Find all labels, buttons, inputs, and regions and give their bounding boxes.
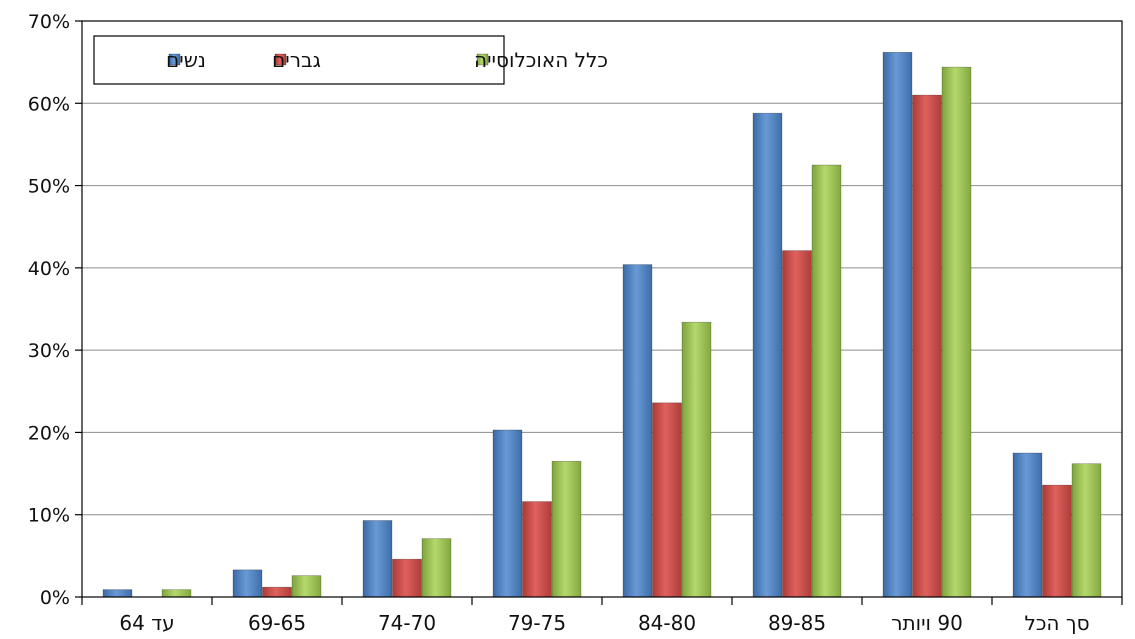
x-tick-label: 74-70 xyxy=(378,611,436,635)
bar-2 xyxy=(392,558,422,598)
legend: נשים גברים כלל האוכלוסייה xyxy=(93,35,608,85)
bar-1 xyxy=(622,264,653,598)
y-tick-label: 10% xyxy=(28,505,70,527)
bar-2 xyxy=(522,501,552,598)
x-tick-labels: עד 64 69-65 74-70 79-75 84-80 89-85 90 ויותר סך… xyxy=(119,611,1089,635)
bar-3 xyxy=(941,66,972,598)
bar-3 xyxy=(1071,463,1102,598)
y-tick-label: 40% xyxy=(28,258,70,280)
legend-label: כלל האוכלוסייה xyxy=(474,48,608,72)
x-tick-label: 69-65 xyxy=(248,611,306,635)
x-tick-label: 89-85 xyxy=(768,611,826,635)
bar-1 xyxy=(752,112,783,598)
y-tick-label: 50% xyxy=(28,176,70,198)
y-tick-label: 0% xyxy=(40,587,70,609)
y-tick-label: 30% xyxy=(28,340,70,362)
bar-3 xyxy=(551,460,582,598)
legend-label: גברים xyxy=(272,48,321,72)
bar-2 xyxy=(652,402,682,598)
bar-1 xyxy=(882,51,913,598)
bar-3 xyxy=(811,164,842,598)
y-tick-labels: 0% 10% 20% 30% 40% 50% 60% 70% xyxy=(28,11,70,609)
bar-2 xyxy=(912,94,942,598)
x-tick-label: 84-80 xyxy=(638,611,696,635)
legend-swatch xyxy=(476,53,489,66)
bar-2 xyxy=(262,586,292,598)
legend-label: נשים xyxy=(166,48,206,72)
y-tick-label: 60% xyxy=(28,93,70,115)
y-tick-label: 20% xyxy=(28,422,70,444)
bar-1 xyxy=(362,520,393,598)
legend-box xyxy=(93,35,505,85)
bar-2 xyxy=(782,250,812,598)
x-tick-label: 90 ויותר xyxy=(891,611,963,635)
axes xyxy=(75,20,1123,605)
bar-1 xyxy=(492,429,523,598)
bars xyxy=(102,51,1102,598)
legend-swatch xyxy=(168,53,181,66)
bar-3 xyxy=(421,538,452,598)
bar-3 xyxy=(681,321,712,598)
bar-1 xyxy=(102,589,133,598)
x-tick-label: סך הכל xyxy=(1024,611,1089,635)
bar-1 xyxy=(1012,452,1043,598)
y-tick-label: 70% xyxy=(28,11,70,33)
bar-3 xyxy=(161,589,192,598)
bar-1 xyxy=(232,569,263,598)
legend-swatch xyxy=(274,53,287,66)
x-tick-label: 79-75 xyxy=(508,611,566,635)
bar-2 xyxy=(1042,484,1072,598)
x-tick-label: עד 64 xyxy=(119,611,174,635)
bar-3 xyxy=(291,575,322,598)
